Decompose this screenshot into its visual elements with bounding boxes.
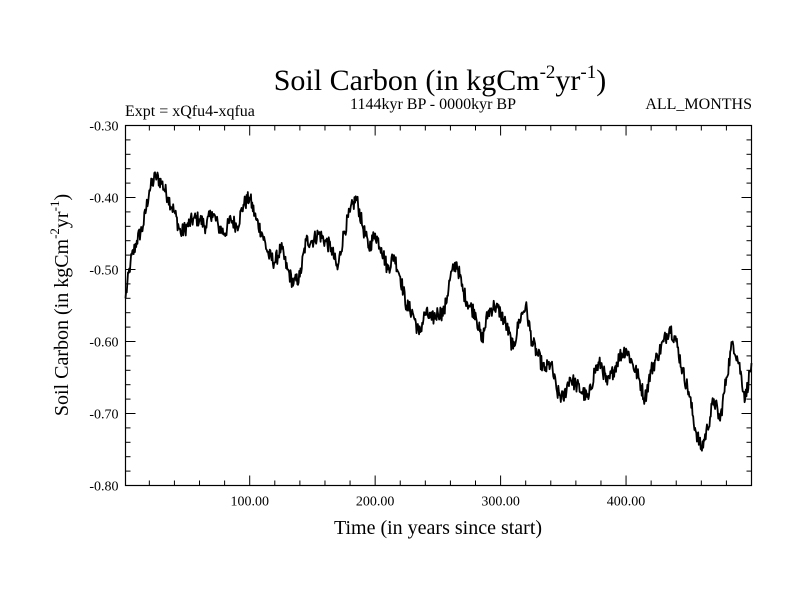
y-tick-label: -0.50	[89, 264, 118, 279]
x-tick-label: 100.00	[230, 495, 269, 510]
experiment-label: Expt = xQfu4-xqfua	[125, 103, 255, 120]
months-label: ALL_MONTHS	[645, 96, 752, 113]
x-tick-label: 200.00	[356, 495, 395, 510]
y-tick-label: -0.60	[89, 336, 118, 351]
y-tick-label: -0.30	[89, 120, 118, 135]
y-tick-label: -0.40	[89, 192, 118, 207]
chart-title: Soil Carbon (in kgCm-2yr-1)	[274, 62, 607, 97]
soil-carbon-series-line	[124, 171, 753, 452]
plot-frame	[124, 124, 753, 487]
y-axis-ticks: -0.30 -0.40 -0.50 -0.60 -0.70 -0.80	[89, 120, 752, 495]
time-range-label: 1144kyr BP - 0000kyr BP	[350, 96, 516, 113]
y-tick-label: -0.80	[89, 480, 118, 495]
x-axis-ticks: 100.00 200.00 300.00 400.00	[148, 125, 727, 510]
x-tick-label: 300.00	[481, 495, 520, 510]
y-tick-label: -0.70	[89, 408, 118, 423]
y-axis-label: Soil Carbon (in kgCm-2yr-1)	[47, 194, 73, 416]
x-tick-label: 400.00	[607, 495, 646, 510]
x-axis-label: Time (in years since start)	[334, 517, 542, 539]
